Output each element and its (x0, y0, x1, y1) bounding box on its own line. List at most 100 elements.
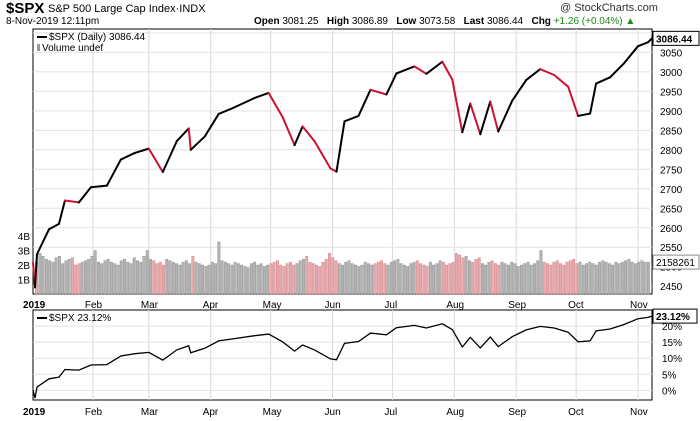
perf-x-tick-label: 2019 (23, 407, 46, 418)
volume-bar (243, 266, 247, 295)
chg-value: +1.26 (+0.04%) (553, 16, 623, 27)
price-line-segment (77, 186, 92, 204)
price-line-segment (647, 37, 653, 44)
price-x-tick-label: Apr (203, 300, 219, 311)
volume-bar (282, 266, 286, 295)
volume-bar (87, 259, 91, 295)
volume-bar (549, 264, 553, 295)
volume-bar (467, 260, 471, 295)
volume-bar (285, 263, 289, 295)
price-line-segment (313, 140, 332, 170)
volume-bar (97, 261, 100, 295)
price-line-segment (89, 184, 108, 189)
price-line-segment (395, 65, 416, 75)
perf-y-tick-label: 5% (662, 370, 677, 381)
price-x-tick-label: Jun (325, 300, 341, 311)
volume-bar (646, 261, 650, 295)
volume-bar (246, 267, 250, 295)
volume-bar (555, 260, 559, 295)
volume-bar (321, 261, 325, 295)
volume-bar (578, 261, 582, 295)
last-volume-badge-text: 2158261 (656, 258, 695, 269)
price-line-segment (425, 60, 444, 75)
perf-x-tick-label: Sep (508, 407, 526, 418)
price-x-tick-label: Feb (85, 300, 103, 311)
volume-bar (406, 266, 410, 295)
volume-bar (617, 263, 621, 295)
volume-bar (415, 260, 419, 295)
volume-bar (373, 263, 377, 295)
volume-bar (90, 256, 94, 295)
price-y-tick-label: 3000 (660, 68, 683, 79)
volume-bar (324, 259, 328, 295)
volume-bar (116, 264, 120, 295)
price-line-segment (147, 147, 164, 174)
volume-bar (445, 264, 449, 295)
volume-bar (350, 263, 354, 295)
volume-bar (367, 263, 370, 295)
volume-bar (458, 254, 462, 295)
volume-bar (337, 263, 341, 295)
volume-bar (380, 260, 383, 295)
price-x-tick-label: Sep (508, 300, 526, 311)
volume-bar (142, 256, 146, 295)
perf-x-tick-label: Feb (85, 407, 103, 418)
volume-bar (113, 263, 117, 295)
volume-bar (565, 261, 569, 295)
price-x-tick-label: Jul (384, 300, 397, 311)
volume-bar (484, 264, 488, 295)
volume-bar (386, 264, 390, 295)
exchange-text: INDX (179, 3, 206, 15)
volume-bar (607, 263, 611, 295)
volume-bar (480, 263, 484, 295)
price-y-tick-label: 2700 (660, 185, 683, 196)
price-line-segment (539, 68, 556, 76)
price-line-segment (35, 228, 50, 256)
symbol: $SPX (6, 0, 45, 17)
perf-x-tick-label: Oct (568, 407, 584, 418)
volume-bar (572, 259, 575, 295)
price-x-tick-label: 2019 (23, 300, 46, 311)
volume-bar (275, 260, 279, 295)
volume-bar (594, 264, 598, 295)
price-y-tick-label: 2600 (660, 224, 683, 235)
price-line-segment (47, 222, 60, 231)
perf-x-tick-label: Jun (325, 407, 341, 418)
volume-bar (633, 263, 637, 295)
volume-bar (510, 261, 514, 295)
volume-bar (559, 263, 562, 295)
volume-bar (181, 261, 185, 295)
volume-bar (315, 264, 318, 295)
perf-x-tick-label: Apr (203, 407, 219, 418)
volume-bar (204, 266, 208, 295)
volume-bar (249, 263, 253, 295)
volume-bar (119, 260, 123, 295)
volume-bar (67, 259, 71, 295)
open-label: Open (254, 16, 280, 27)
volume-bar (419, 263, 423, 295)
volume-bar (74, 264, 78, 295)
price-line-segment (469, 102, 482, 136)
volume-bar (175, 263, 178, 295)
volume-bar (598, 261, 601, 295)
volume-bar (542, 261, 546, 295)
last-label: Last (463, 16, 485, 27)
volume-bar (539, 250, 543, 295)
chg-label: Chg (531, 16, 551, 27)
perf-badge (652, 308, 698, 324)
price-line-segment (231, 96, 256, 110)
volume-bar (575, 263, 579, 295)
price-y-tick-label: 2650 (660, 204, 683, 215)
perf-x-tick-label: Aug (446, 407, 464, 418)
price-line-segment (343, 114, 360, 123)
volume-bar (279, 264, 283, 295)
volume-bar (529, 264, 533, 295)
volume-bar (568, 260, 572, 295)
perf-x-tick-label: Mar (141, 407, 159, 418)
price-y-tick-label: 2800 (660, 146, 683, 157)
price-line-segment (161, 140, 178, 174)
volume-bar (354, 264, 357, 295)
price-line-segment (267, 91, 284, 119)
up-arrow-icon: ▲ (625, 16, 636, 27)
volume-bar (178, 264, 182, 295)
